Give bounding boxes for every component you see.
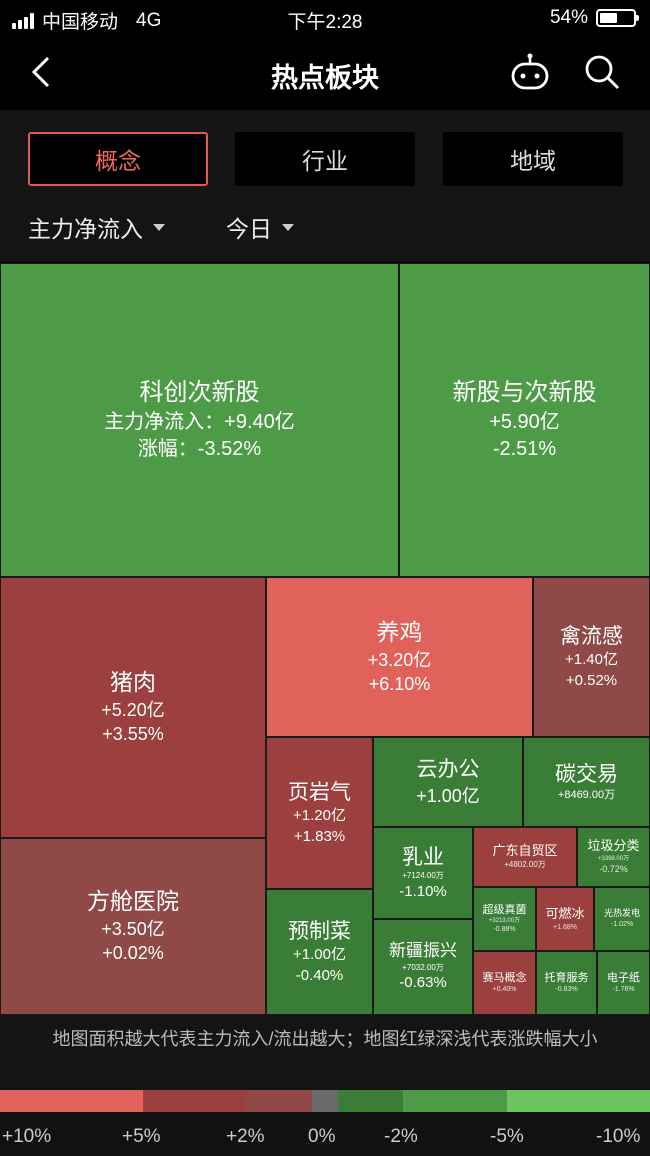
- network-label: 4G: [136, 9, 162, 31]
- robot-icon[interactable]: [508, 52, 552, 96]
- scale-swatch: [0, 1090, 143, 1112]
- treemap-cell[interactable]: 新疆振兴 +7032.00万 -0.63%: [373, 919, 473, 1015]
- nav-bar: 热点板块: [0, 36, 650, 110]
- color-scale: [0, 1090, 650, 1112]
- caret-down-icon: [282, 223, 294, 231]
- treemap-cell[interactable]: 云办公 +1.00亿: [373, 737, 523, 827]
- treemap-cell[interactable]: 可燃冰 +1.68%: [536, 887, 594, 951]
- status-bar: 中国移动 4G 下午2:28 54%: [0, 0, 650, 36]
- treemap-cell[interactable]: 超级真菌 +3213.00万 -0.88%: [473, 887, 536, 951]
- scale-label: 0%: [308, 1126, 336, 1147]
- scale-label: -10%: [596, 1126, 641, 1147]
- treemap-cell[interactable]: 科创次新股 主力净流入：+9.40亿 涨幅：-3.52%: [0, 263, 399, 577]
- treemap-cell[interactable]: 托育服务 -0.83%: [536, 951, 597, 1015]
- scale-swatch: [338, 1090, 403, 1112]
- metric-label: 主力净流入: [28, 216, 143, 242]
- clock: 下午2:28: [287, 12, 363, 33]
- scale-label: +5%: [122, 1126, 161, 1147]
- scale-label: -2%: [384, 1126, 418, 1147]
- period-label: 今日: [226, 216, 272, 242]
- tab-concept[interactable]: 概念: [28, 132, 208, 186]
- treemap-cell[interactable]: 养鸡 +3.20亿 +6.10%: [266, 577, 533, 737]
- scale-swatch: [507, 1090, 650, 1112]
- treemap-cell[interactable]: 方舱医院 +3.50亿 +0.02%: [0, 838, 266, 1015]
- page-title: 热点板块: [271, 63, 379, 93]
- search-icon[interactable]: [582, 52, 622, 92]
- treemap-cell[interactable]: 页岩气 +1.20亿 +1.83%: [266, 737, 373, 889]
- carrier-label: 中国移动: [42, 12, 119, 33]
- scale-labels: +10% +5% +2% 0% -2% -5% -10%: [0, 1112, 650, 1156]
- scale-label: +2%: [226, 1126, 265, 1147]
- treemap-cell[interactable]: 乳业 +7124.00万 -1.10%: [373, 827, 473, 919]
- treemap-cell[interactable]: 垃圾分类 +3398.00万 -0.72%: [577, 827, 650, 887]
- treemap-cell[interactable]: 碳交易 +8469.00万: [523, 737, 650, 827]
- scale-label: +10%: [2, 1126, 52, 1147]
- tab-region[interactable]: 地域: [443, 132, 623, 186]
- treemap-cell[interactable]: 广东自贸区 +4802.00万: [473, 827, 577, 887]
- treemap-cell[interactable]: 猪肉 +5.20亿 +3.55%: [0, 577, 266, 838]
- treemap-cell[interactable]: 新股与次新股 +5.90亿 -2.51%: [399, 263, 650, 577]
- caret-down-icon: [153, 223, 165, 231]
- treemap-cell[interactable]: 禽流感 +1.40亿 +0.52%: [533, 577, 650, 737]
- legend-note: 地图面积越大代表主力流入/流出越大；地图红绿深浅代表涨跌幅大小: [0, 1015, 650, 1090]
- tab-industry[interactable]: 行业: [235, 132, 415, 186]
- scale-swatch: [403, 1090, 507, 1112]
- treemap-cell[interactable]: 光热发电 -1.02%: [594, 887, 650, 951]
- scale-swatch: [143, 1090, 246, 1112]
- sector-treemap: 科创次新股 主力净流入：+9.40亿 涨幅：-3.52% 新股与次新股 +5.9…: [0, 263, 650, 1015]
- treemap-cell[interactable]: 预制菜 +1.00亿 -0.40%: [266, 889, 373, 1015]
- treemap-cell[interactable]: 赛马概念 +0.40%: [473, 951, 536, 1015]
- scale-label: -5%: [490, 1126, 524, 1147]
- treemap-cell[interactable]: 电子纸 -1.76%: [597, 951, 650, 1015]
- period-dropdown[interactable]: 今日: [226, 210, 294, 244]
- metric-dropdown[interactable]: 主力净流入: [28, 210, 165, 244]
- filter-panel: 概念 行业 地域 主力净流入 今日: [0, 110, 650, 262]
- scale-swatch: [312, 1090, 338, 1112]
- battery-icon: [596, 9, 639, 27]
- battery-percent: 54%: [549, 7, 588, 28]
- back-icon[interactable]: [24, 52, 64, 92]
- signal-icon: [12, 12, 34, 29]
- scale-swatch: [246, 1090, 312, 1112]
